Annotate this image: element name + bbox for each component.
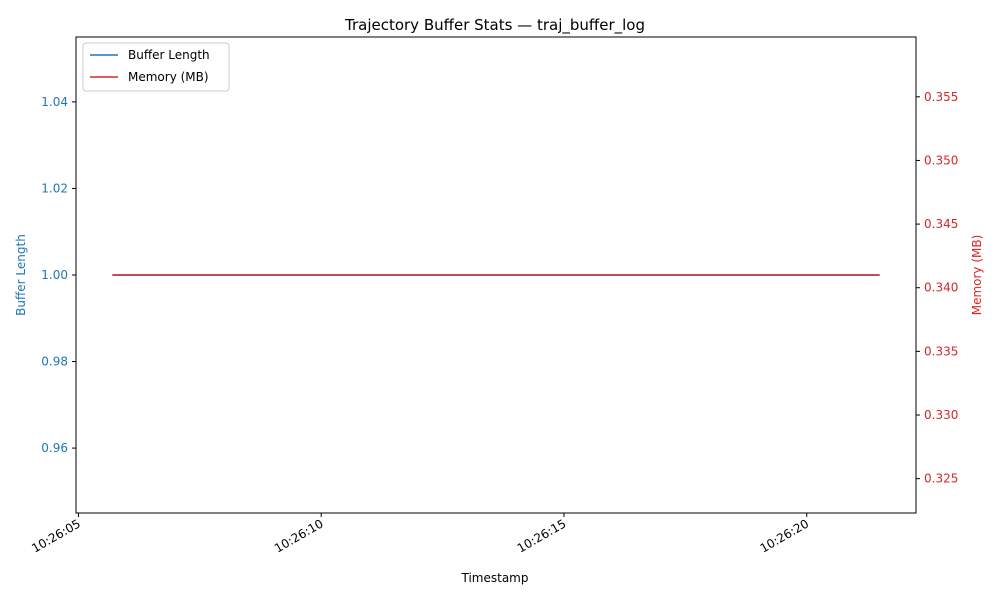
- left-y-axis-label: Buffer Length: [14, 234, 28, 316]
- right-y-tick-label: 0.355: [924, 90, 958, 104]
- left-y-tick-label: 0.96: [41, 441, 68, 455]
- chart-title: Trajectory Buffer Stats — traj_buffer_lo…: [344, 16, 645, 35]
- legend-entry-label: Memory (MB): [128, 70, 209, 84]
- left-y-tick-label: 1.02: [41, 181, 68, 195]
- right-y-tick-label: 0.330: [924, 408, 958, 422]
- legend-entry-label: Buffer Length: [128, 48, 210, 62]
- right-y-tick-label: 0.325: [924, 472, 958, 486]
- x-tick-label: 10:26:20: [758, 516, 812, 555]
- right-y-tick-label: 0.340: [924, 281, 958, 295]
- left-y-tick-label: 1.00: [41, 268, 68, 282]
- right-y-tick-label: 0.350: [924, 153, 958, 167]
- right-y-tick-label: 0.335: [924, 344, 958, 358]
- x-tick-label: 10:26:15: [515, 516, 569, 555]
- left-y-tick-label: 1.04: [41, 95, 68, 109]
- x-tick-label: 10:26:10: [272, 516, 326, 555]
- right-y-axis-label: Memory (MB): [970, 235, 984, 316]
- x-axis-label: Timestamp: [461, 571, 529, 585]
- left-y-axis-ticks: 0.96 0.98 1.00 1.02 1.04: [41, 95, 76, 455]
- legend-box: [82, 42, 230, 92]
- left-y-tick-label: 0.98: [41, 355, 68, 369]
- legend: Buffer Length Memory (MB): [82, 42, 230, 92]
- right-y-tick-label: 0.345: [924, 217, 958, 231]
- x-axis-ticks: 10:26:05 10:26:10 10:26:15 10:26:20: [29, 513, 811, 556]
- right-y-axis-ticks: 0.325 0.330 0.335 0.340 0.345 0.350 0.355: [916, 90, 958, 486]
- x-tick-label: 10:26:05: [29, 516, 83, 555]
